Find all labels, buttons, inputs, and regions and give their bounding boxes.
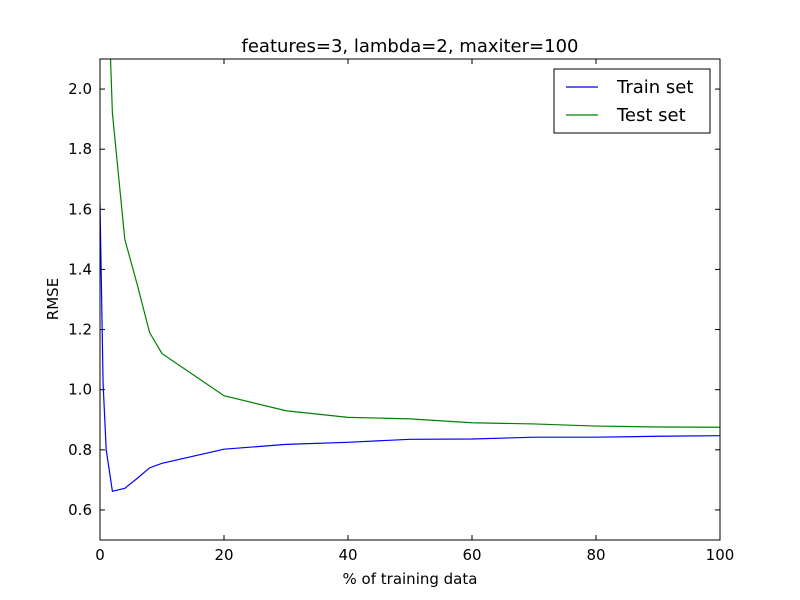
legend: Train set Test set bbox=[553, 68, 711, 134]
series-layer bbox=[100, 59, 720, 493]
y-tick-label: 1.0 bbox=[68, 381, 92, 399]
legend-label: Test set bbox=[616, 105, 686, 126]
legend-box bbox=[553, 68, 711, 134]
x-tick-label: 40 bbox=[338, 546, 357, 564]
y-tick-label: 0.8 bbox=[68, 441, 92, 459]
chart-title: features=3, lambda=2, maxiter=100 bbox=[242, 36, 579, 57]
x-tick-label: 60 bbox=[462, 546, 481, 564]
legend-items: Train set Test set bbox=[566, 77, 693, 126]
x-axis-label: % of training data bbox=[343, 570, 478, 588]
y-tick-label: 1.6 bbox=[68, 200, 92, 218]
x-tick-label: 0 bbox=[95, 546, 105, 564]
series-line-train-set bbox=[100, 203, 720, 493]
y-tick-label: 1.4 bbox=[68, 260, 92, 278]
y-tick-label: 0.6 bbox=[68, 501, 92, 519]
series-line-test-set bbox=[109, 59, 720, 428]
y-tick-label: 2.0 bbox=[68, 80, 92, 98]
legend-label: Train set bbox=[616, 77, 693, 98]
x-tick-label: 80 bbox=[586, 546, 605, 564]
x-tick-label: 20 bbox=[214, 546, 233, 564]
x-tick-label: 100 bbox=[706, 546, 735, 564]
y-axis-label: RMSE bbox=[44, 278, 62, 320]
y-tick-label: 1.2 bbox=[68, 321, 92, 339]
y-tick-label: 1.8 bbox=[68, 140, 92, 158]
tick-layer: 0 20 40 60 80 100 0.6 0.8 1.0 1.2 1.4 1.6 1.8 2.0 bbox=[68, 59, 734, 564]
plot-frame bbox=[99, 58, 721, 541]
